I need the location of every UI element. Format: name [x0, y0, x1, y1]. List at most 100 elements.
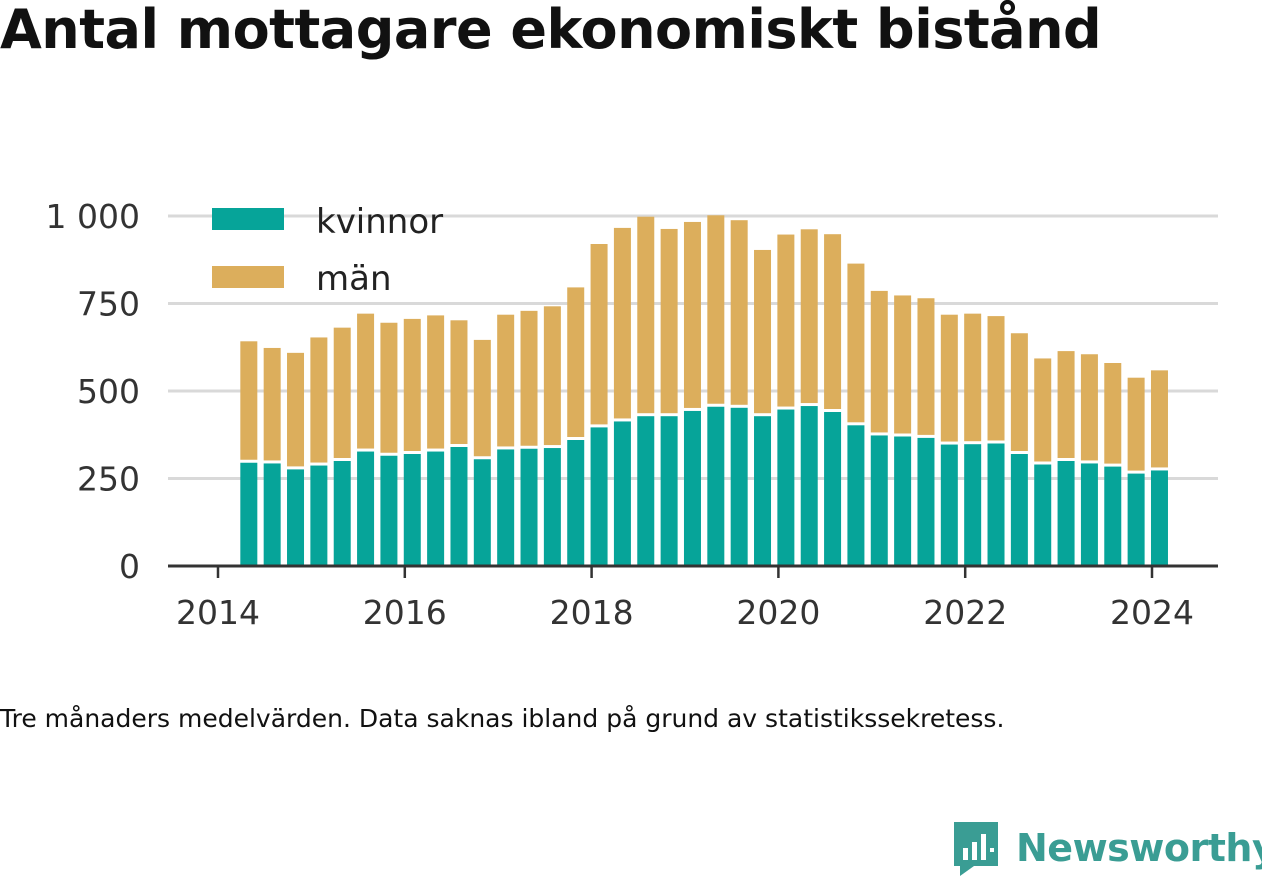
- bar-man: [637, 216, 655, 414]
- bar-man: [1104, 363, 1122, 464]
- bar-man: [263, 347, 281, 461]
- bar-man: [894, 295, 912, 434]
- bar-man: [473, 339, 491, 457]
- x-tick-label: 2014: [176, 593, 260, 632]
- y-tick-label: 0: [119, 547, 140, 586]
- bar-kvinnor: [543, 448, 561, 566]
- bar-kvinnor: [1080, 463, 1098, 566]
- bar-kvinnor: [1104, 466, 1122, 566]
- bar-man: [683, 221, 701, 408]
- bar-kvinnor: [964, 444, 982, 566]
- bars: [240, 215, 1168, 566]
- bar-kvinnor: [1010, 454, 1028, 566]
- bar-man: [1080, 354, 1098, 461]
- bar-man: [450, 320, 468, 444]
- bar-man: [520, 310, 538, 446]
- bar-kvinnor: [427, 451, 445, 566]
- bar-man: [333, 327, 351, 458]
- bar-kvinnor: [754, 416, 772, 566]
- bar-man: [660, 228, 678, 414]
- x-tick-label: 2024: [1110, 593, 1194, 632]
- bar-kvinnor: [660, 416, 678, 566]
- legend-swatch-kvinnor: [212, 208, 284, 230]
- x-tick-label: 2022: [923, 593, 1007, 632]
- y-tick-label: 750: [77, 285, 140, 324]
- legend-label-kvinnor: kvinnor: [316, 202, 443, 242]
- bar-kvinnor: [590, 427, 608, 566]
- bar-kvinnor: [333, 461, 351, 566]
- bar-man: [847, 263, 865, 423]
- bar-kvinnor: [637, 416, 655, 566]
- bar-kvinnor: [403, 454, 421, 566]
- bar-kvinnor: [847, 425, 865, 566]
- bar-man: [754, 249, 772, 414]
- bar-kvinnor: [380, 455, 398, 566]
- bar-man: [1057, 351, 1075, 458]
- bar-kvinnor: [450, 447, 468, 566]
- bar-man: [310, 337, 328, 463]
- bar-man: [870, 290, 888, 433]
- bar-kvinnor: [800, 406, 818, 566]
- bar-man: [567, 287, 585, 437]
- bar-man: [1150, 370, 1168, 468]
- bar-man: [1010, 333, 1028, 451]
- bar-man: [613, 227, 631, 419]
- bar-man: [497, 314, 515, 447]
- bar-kvinnor: [777, 409, 795, 566]
- bar-man: [824, 234, 842, 409]
- bar-man: [777, 234, 795, 407]
- brand-name: Newsworthy: [1016, 826, 1262, 870]
- legend: kvinnor män: [212, 202, 443, 299]
- bar-kvinnor: [683, 410, 701, 566]
- legend-label-man: män: [316, 259, 392, 299]
- bar-kvinnor: [613, 421, 631, 566]
- bar-kvinnor: [824, 412, 842, 566]
- bar-kvinnor: [940, 444, 958, 566]
- bar-kvinnor: [357, 451, 375, 566]
- bar-kvinnor: [497, 449, 515, 566]
- bar-man: [403, 318, 421, 451]
- bar-man: [940, 314, 958, 442]
- bar-man: [987, 316, 1005, 441]
- bar-man: [380, 322, 398, 453]
- bar-man: [707, 215, 725, 404]
- bar-man: [964, 313, 982, 442]
- legend-swatch-man: [212, 266, 284, 288]
- newsworthy-logo-icon: [954, 822, 998, 876]
- bar-kvinnor: [263, 463, 281, 566]
- bar-kvinnor: [520, 448, 538, 566]
- axes: 0 250 500 750 1 000 2014 2016 2018 2020 2022 2024: [46, 197, 1218, 632]
- bar-kvinnor: [870, 435, 888, 566]
- bar-kvinnor: [1034, 464, 1052, 566]
- chart-footnote: Tre månaders medelvärden. Data saknas ib…: [0, 704, 1005, 733]
- bar-kvinnor: [730, 407, 748, 566]
- y-tick-label: 1 000: [46, 197, 140, 236]
- x-tick-label: 2018: [550, 593, 634, 632]
- bar-kvinnor: [987, 443, 1005, 566]
- bar-kvinnor: [1057, 461, 1075, 566]
- bar-man: [1127, 377, 1145, 471]
- bar-kvinnor: [310, 465, 328, 566]
- bar-man: [427, 315, 445, 449]
- bar-kvinnor: [1127, 473, 1145, 566]
- bar-man: [917, 298, 935, 435]
- x-tick-label: 2016: [363, 593, 447, 632]
- bar-man: [357, 313, 375, 449]
- bar-man: [590, 244, 608, 425]
- bar-kvinnor: [1150, 470, 1168, 566]
- bar-man: [730, 220, 748, 405]
- brand-logo[interactable]: Newsworthy: [950, 818, 1262, 878]
- bar-man: [287, 352, 305, 467]
- bar-kvinnor: [240, 462, 258, 566]
- bar-man: [800, 229, 818, 404]
- bar-kvinnor: [917, 437, 935, 566]
- bar-kvinnor: [567, 440, 585, 566]
- bar-kvinnor: [894, 436, 912, 566]
- y-tick-label: 500: [77, 372, 140, 411]
- bar-kvinnor: [707, 406, 725, 566]
- bar-man: [240, 341, 258, 460]
- bar-kvinnor: [473, 459, 491, 566]
- x-tick-label: 2020: [736, 593, 820, 632]
- bar-man: [543, 306, 561, 446]
